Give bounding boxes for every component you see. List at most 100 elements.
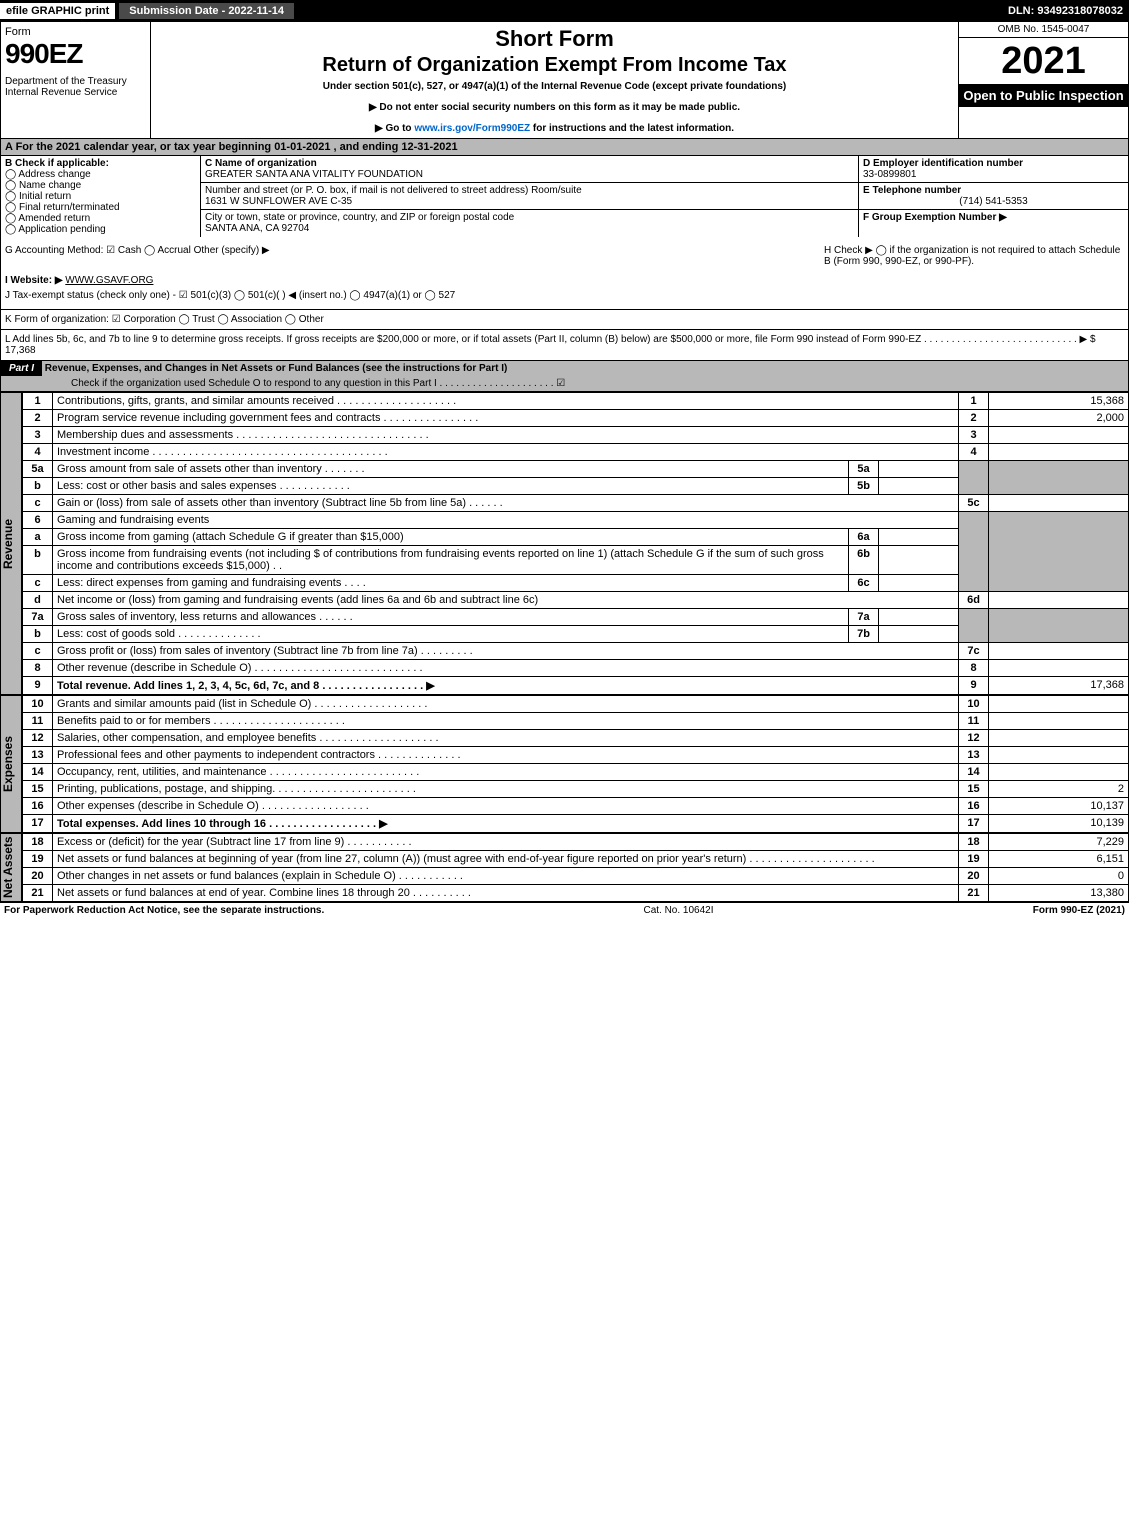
col-c: C Name of organization GREATER SANTA ANA…	[201, 156, 858, 237]
line-g: G Accounting Method: ☑ Cash ◯ Accrual Ot…	[5, 245, 824, 267]
row-15: 15Printing, publications, postage, and s…	[23, 781, 1129, 798]
org-name: GREATER SANTA ANA VITALITY FOUNDATION	[205, 169, 423, 180]
chk-address: ◯ Address change	[5, 169, 196, 180]
chk-name: ◯ Name change	[5, 180, 196, 191]
efile-label: efile GRAPHIC print	[0, 3, 115, 19]
org-city: SANTA ANA, CA 92704	[205, 223, 309, 234]
tax-year: 2021	[959, 38, 1128, 84]
row-14: 14Occupancy, rent, utilities, and mainte…	[23, 764, 1129, 781]
line-i: I Website: ▶ WWW.GSAVF.ORG	[5, 275, 1124, 286]
note-ssn: ▶ Do not enter social security numbers o…	[159, 102, 950, 113]
c-street-label: Number and street (or P. O. box, if mail…	[205, 185, 582, 196]
footer-left: For Paperwork Reduction Act Notice, see …	[4, 905, 324, 916]
revenue-side-label: Revenue	[0, 392, 22, 695]
row-13: 13Professional fees and other payments t…	[23, 747, 1129, 764]
row-2: 2Program service revenue including gover…	[23, 410, 1129, 427]
chk-amended: ◯ Amended return	[5, 213, 196, 224]
netassets-section: Net Assets 18Excess or (deficit) for the…	[0, 833, 1129, 902]
form-number: 990EZ	[5, 38, 146, 70]
row-21: 21Net assets or fund balances at end of …	[23, 885, 1129, 902]
row-6: 6Gaming and fundraising events	[23, 512, 1129, 529]
page-footer: For Paperwork Reduction Act Notice, see …	[0, 902, 1129, 918]
row-6d: dNet income or (loss) from gaming and fu…	[23, 592, 1129, 609]
row-19: 19Net assets or fund balances at beginni…	[23, 851, 1129, 868]
chk-initial: ◯ Initial return	[5, 191, 196, 202]
row-5c: cGain or (loss) from sale of assets othe…	[23, 495, 1129, 512]
row-16: 16Other expenses (describe in Schedule O…	[23, 798, 1129, 815]
header-left: Form 990EZ Department of the Treasury In…	[1, 22, 151, 138]
c-name-row: C Name of organization GREATER SANTA ANA…	[201, 156, 858, 183]
netassets-table: 18Excess or (deficit) for the year (Subt…	[22, 833, 1129, 902]
line-j: J Tax-exempt status (check only one) - ☑…	[5, 290, 1124, 301]
info-box: G Accounting Method: ☑ Cash ◯ Accrual Ot…	[0, 237, 1129, 310]
row-3: 3Membership dues and assessments . . . .…	[23, 427, 1129, 444]
expenses-side-label: Expenses	[0, 695, 22, 833]
note-goto-post: for instructions and the latest informat…	[530, 123, 734, 134]
d-ein: D Employer identification number 33-0899…	[859, 156, 1128, 183]
line-h: H Check ▶ ◯ if the organization is not r…	[824, 245, 1124, 267]
header-mid: Short Form Return of Organization Exempt…	[151, 22, 958, 138]
entity-block: B Check if applicable: ◯ Address change …	[0, 156, 1129, 237]
row-17: 17Total expenses. Add lines 10 through 1…	[23, 815, 1129, 833]
c-street-row: Number and street (or P. O. box, if mail…	[201, 183, 858, 210]
expenses-section: Expenses 10Grants and similar amounts pa…	[0, 695, 1129, 833]
c-name-label: C Name of organization	[205, 158, 317, 169]
f-group: F Group Exemption Number ▶	[859, 210, 1128, 225]
e-phone: E Telephone number (714) 541-5353	[859, 183, 1128, 210]
row-12: 12Salaries, other compensation, and empl…	[23, 730, 1129, 747]
f-label: F Group Exemption Number ▶	[863, 212, 1007, 223]
row-10: 10Grants and similar amounts paid (list …	[23, 696, 1129, 713]
open-inspection: Open to Public Inspection	[959, 84, 1128, 107]
footer-mid: Cat. No. 10642I	[324, 905, 1032, 916]
row-18: 18Excess or (deficit) for the year (Subt…	[23, 834, 1129, 851]
part1-check: Check if the organization used Schedule …	[1, 376, 1128, 391]
irs-link[interactable]: www.irs.gov/Form990EZ	[414, 123, 530, 134]
c-city-row: City or town, state or province, country…	[201, 210, 858, 236]
expenses-table: 10Grants and similar amounts paid (list …	[22, 695, 1129, 833]
dept-label: Department of the Treasury Internal Reve…	[5, 76, 146, 98]
part1-header: Part I Revenue, Expenses, and Changes in…	[0, 361, 1129, 392]
form-header: Form 990EZ Department of the Treasury In…	[0, 22, 1129, 139]
submission-date: Submission Date - 2022-11-14	[119, 3, 294, 19]
d-label: D Employer identification number	[863, 158, 1023, 169]
title-return: Return of Organization Exempt From Incom…	[159, 54, 950, 77]
revenue-table: 1Contributions, gifts, grants, and simil…	[22, 392, 1129, 695]
part1-bar: Part I	[1, 361, 42, 376]
form-label: Form	[5, 26, 146, 38]
subtitle: Under section 501(c), 527, or 4947(a)(1)…	[159, 81, 950, 92]
title-short-form: Short Form	[159, 26, 950, 52]
col-b: B Check if applicable: ◯ Address change …	[1, 156, 201, 237]
omb-number: OMB No. 1545-0047	[959, 22, 1128, 38]
section-a: A For the 2021 calendar year, or tax yea…	[0, 139, 1129, 156]
footer-right: Form 990-EZ (2021)	[1033, 905, 1125, 916]
row-20: 20Other changes in net assets or fund ba…	[23, 868, 1129, 885]
row-9: 9Total revenue. Add lines 1, 2, 3, 4, 5c…	[23, 677, 1129, 695]
c-city-label: City or town, state or province, country…	[205, 212, 514, 223]
line-k: K Form of organization: ☑ Corporation ◯ …	[0, 310, 1129, 330]
e-label: E Telephone number	[863, 185, 961, 196]
row-7a: 7aGross sales of inventory, less returns…	[23, 609, 1129, 626]
row-11: 11Benefits paid to or for members . . . …	[23, 713, 1129, 730]
netassets-side-label: Net Assets	[0, 833, 22, 902]
website-value[interactable]: WWW.GSAVF.ORG	[65, 275, 153, 286]
phone-value: (714) 541-5353	[863, 196, 1124, 207]
note-goto-pre: ▶ Go to	[375, 123, 414, 134]
b-label: B Check if applicable:	[5, 158, 109, 169]
org-street: 1631 W SUNFLOWER AVE C-35	[205, 196, 352, 207]
ein-value: 33-0899801	[863, 169, 916, 180]
row-4: 4Investment income . . . . . . . . . . .…	[23, 444, 1129, 461]
top-bar: efile GRAPHIC print Submission Date - 20…	[0, 0, 1129, 22]
chk-pending: ◯ Application pending	[5, 224, 196, 235]
col-d: D Employer identification number 33-0899…	[858, 156, 1128, 237]
row-1: 1Contributions, gifts, grants, and simil…	[23, 393, 1129, 410]
row-5a: 5aGross amount from sale of assets other…	[23, 461, 1129, 478]
line-l: L Add lines 5b, 6c, and 7b to line 9 to …	[0, 330, 1129, 361]
chk-final: ◯ Final return/terminated	[5, 202, 196, 213]
row-8: 8Other revenue (describe in Schedule O) …	[23, 660, 1129, 677]
i-label: I Website: ▶	[5, 275, 63, 286]
revenue-section: Revenue 1Contributions, gifts, grants, a…	[0, 392, 1129, 695]
part1-title: Revenue, Expenses, and Changes in Net As…	[45, 363, 508, 374]
dln: DLN: 93492318078032	[1008, 5, 1129, 17]
row-7c: cGross profit or (loss) from sales of in…	[23, 643, 1129, 660]
header-right: OMB No. 1545-0047 2021 Open to Public In…	[958, 22, 1128, 138]
